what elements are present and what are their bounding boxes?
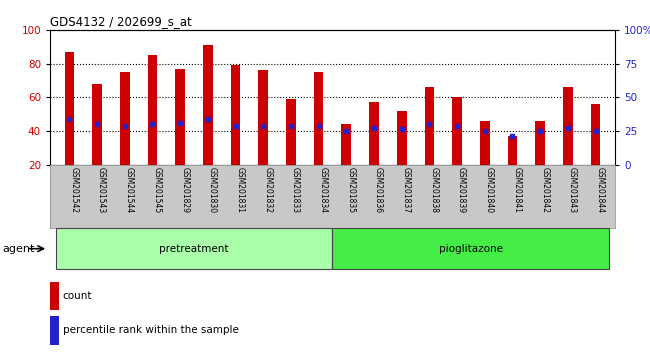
Bar [333, 228, 609, 269]
Bar [56, 228, 333, 269]
Bar [369, 102, 379, 165]
Text: agent: agent [2, 244, 34, 254]
Bar [591, 104, 601, 165]
Text: GSM201843: GSM201843 [568, 166, 577, 213]
Bar [50, 282, 58, 310]
Text: GSM201842: GSM201842 [540, 166, 549, 212]
Bar [397, 111, 406, 165]
Text: GSM201545: GSM201545 [153, 166, 161, 213]
Text: GSM201542: GSM201542 [70, 166, 79, 213]
Bar [203, 45, 213, 165]
Bar [480, 121, 489, 165]
Text: percentile rank within the sample: percentile rank within the sample [62, 325, 239, 335]
Text: GSM201837: GSM201837 [402, 166, 411, 213]
Bar [452, 97, 462, 165]
Bar [176, 69, 185, 165]
Bar [92, 84, 102, 165]
Text: GSM201543: GSM201543 [97, 166, 106, 213]
Bar [120, 72, 129, 165]
Bar [231, 65, 240, 165]
Text: GSM201844: GSM201844 [595, 166, 604, 213]
Text: GSM201838: GSM201838 [430, 166, 438, 212]
Bar [64, 52, 74, 165]
Bar [50, 316, 58, 344]
Text: GSM201832: GSM201832 [263, 166, 272, 212]
Text: count: count [62, 291, 92, 301]
Text: GSM201829: GSM201829 [180, 166, 189, 212]
Text: GSM201830: GSM201830 [208, 166, 217, 213]
Bar [314, 72, 324, 165]
Bar [424, 87, 434, 165]
Text: GSM201834: GSM201834 [318, 166, 328, 213]
Bar [259, 70, 268, 165]
Text: GSM201831: GSM201831 [235, 166, 244, 212]
Text: GSM201833: GSM201833 [291, 166, 300, 213]
Text: pretreatment: pretreatment [159, 244, 229, 254]
Bar [536, 121, 545, 165]
Bar [286, 99, 296, 165]
Bar [508, 136, 517, 165]
Text: pioglitazone: pioglitazone [439, 244, 503, 254]
Text: GDS4132 / 202699_s_at: GDS4132 / 202699_s_at [50, 15, 192, 28]
Text: GSM201841: GSM201841 [512, 166, 521, 212]
Text: GSM201840: GSM201840 [485, 166, 494, 213]
Bar [563, 87, 573, 165]
Text: GSM201835: GSM201835 [346, 166, 356, 213]
Bar [148, 55, 157, 165]
Text: GSM201839: GSM201839 [457, 166, 466, 213]
Text: GSM201544: GSM201544 [125, 166, 134, 213]
Bar [341, 124, 351, 165]
Text: GSM201836: GSM201836 [374, 166, 383, 213]
